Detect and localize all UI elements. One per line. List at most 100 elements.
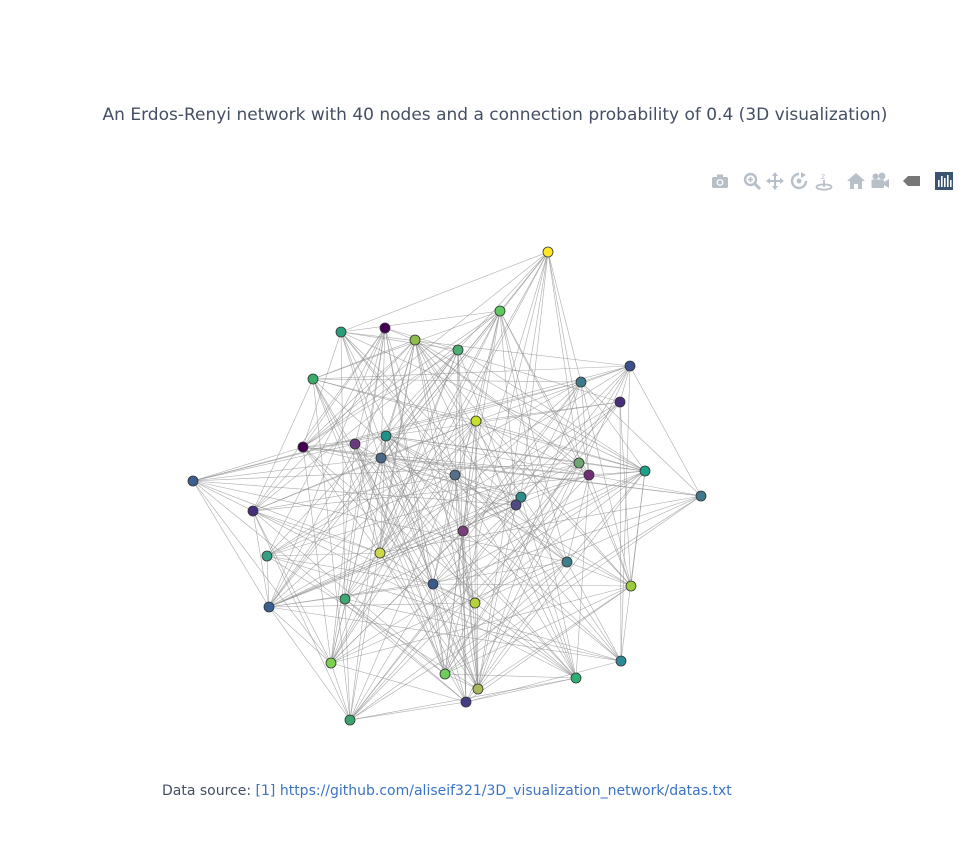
hover-toggle-icon[interactable] [902, 171, 922, 191]
graph-node[interactable] [325, 657, 337, 669]
graph-node[interactable] [695, 490, 707, 502]
graph-edge [454, 365, 631, 476]
graph-edge [252, 378, 314, 512]
graph-edge [349, 583, 434, 721]
graph-node[interactable] [614, 396, 626, 408]
plotly-logo-icon[interactable] [934, 171, 954, 191]
graph-node[interactable] [380, 430, 392, 442]
graph-edge [302, 435, 387, 448]
graph-edge [414, 339, 479, 690]
graph-node[interactable] [374, 547, 386, 559]
pan-icon[interactable] [765, 171, 785, 191]
graph-edge [252, 457, 382, 512]
graph-node[interactable] [247, 505, 259, 517]
graph-node[interactable] [515, 491, 527, 503]
graph-edge [566, 474, 590, 563]
graph-edge [432, 583, 476, 604]
graph-edge [475, 310, 501, 422]
graph-edge [349, 365, 631, 721]
graph-node[interactable] [263, 601, 275, 613]
graph-node[interactable] [472, 683, 484, 695]
home-icon[interactable] [846, 171, 866, 191]
graph-edge [268, 606, 622, 662]
graph-edge [349, 462, 580, 721]
reset-camera-icon[interactable] [870, 171, 890, 191]
graph-node[interactable] [307, 373, 319, 385]
graph-node[interactable] [457, 525, 469, 537]
graph-edge [252, 510, 332, 664]
graph-node[interactable] [570, 672, 582, 684]
graph-edge [454, 349, 459, 476]
graph-node[interactable] [261, 550, 273, 562]
graph-edge [344, 598, 351, 721]
graph-edge [266, 555, 622, 662]
graph-node[interactable] [460, 696, 472, 708]
graph-edge [354, 443, 467, 703]
graph-edge [477, 504, 517, 690]
graph-node[interactable] [409, 334, 421, 346]
graph-node[interactable] [469, 597, 481, 609]
graph-edge [380, 457, 456, 476]
graph-edge [268, 602, 476, 608]
graph-edge [385, 435, 632, 587]
graph-node[interactable] [439, 668, 451, 680]
edges [192, 251, 702, 721]
graph-edge [312, 378, 381, 554]
graph-node[interactable] [575, 376, 587, 388]
graph-node[interactable] [449, 469, 461, 481]
graph-edge [252, 510, 476, 604]
zoom-icon[interactable] [742, 171, 762, 191]
graph-edge [266, 327, 386, 557]
graph-node[interactable] [625, 580, 637, 592]
graph-node[interactable] [624, 360, 636, 372]
graph-edge [385, 435, 646, 472]
graph-edge [268, 606, 332, 664]
graph-node[interactable] [470, 415, 482, 427]
graph-edge [266, 555, 434, 585]
graph-edge [340, 251, 549, 333]
graph-edge [432, 470, 646, 585]
graph-node[interactable] [297, 441, 309, 453]
camera-icon[interactable] [710, 171, 730, 191]
graph-edge [268, 530, 464, 608]
graph-edge [344, 598, 446, 675]
graph-edge [475, 401, 621, 422]
turntable-rotation-icon[interactable]: z [814, 171, 834, 191]
graph-node[interactable] [542, 246, 554, 258]
graph-edge [454, 474, 467, 703]
graph-edge [252, 470, 646, 512]
graph-edge [268, 435, 387, 608]
graph-node[interactable] [615, 655, 627, 667]
graph-node[interactable] [639, 465, 651, 477]
graph-node[interactable] [561, 556, 573, 568]
graph-edge [330, 495, 702, 664]
graph-node[interactable] [335, 326, 347, 338]
graph-edge [444, 495, 702, 675]
graph-edge [354, 443, 577, 679]
graph-node[interactable] [379, 322, 391, 334]
graph-node[interactable] [573, 457, 585, 469]
graph-edge [454, 474, 479, 690]
graph-edge [380, 457, 702, 497]
graph-edge [414, 339, 476, 604]
orbit-rotation-icon[interactable] [789, 171, 809, 191]
graph-node[interactable] [583, 469, 595, 481]
graph-edge [475, 420, 577, 679]
graph-node[interactable] [349, 438, 361, 450]
graph-node[interactable] [494, 305, 506, 317]
graph-node[interactable] [339, 593, 351, 605]
graph-edge [192, 365, 631, 482]
graph-edge [580, 381, 632, 587]
graph-edge [340, 331, 346, 600]
graph-node[interactable] [452, 344, 464, 356]
graph-edge [349, 339, 416, 721]
data-source-link[interactable]: [1] https://github.com/aliseif321/3D_vis… [255, 783, 732, 799]
graph-node[interactable] [375, 452, 387, 464]
graph-edge [268, 462, 580, 608]
graph-node[interactable] [510, 499, 522, 511]
graph-node[interactable] [427, 578, 439, 590]
graph-node[interactable] [344, 714, 356, 726]
graph-node[interactable] [187, 475, 199, 487]
graph-edge [578, 462, 646, 472]
